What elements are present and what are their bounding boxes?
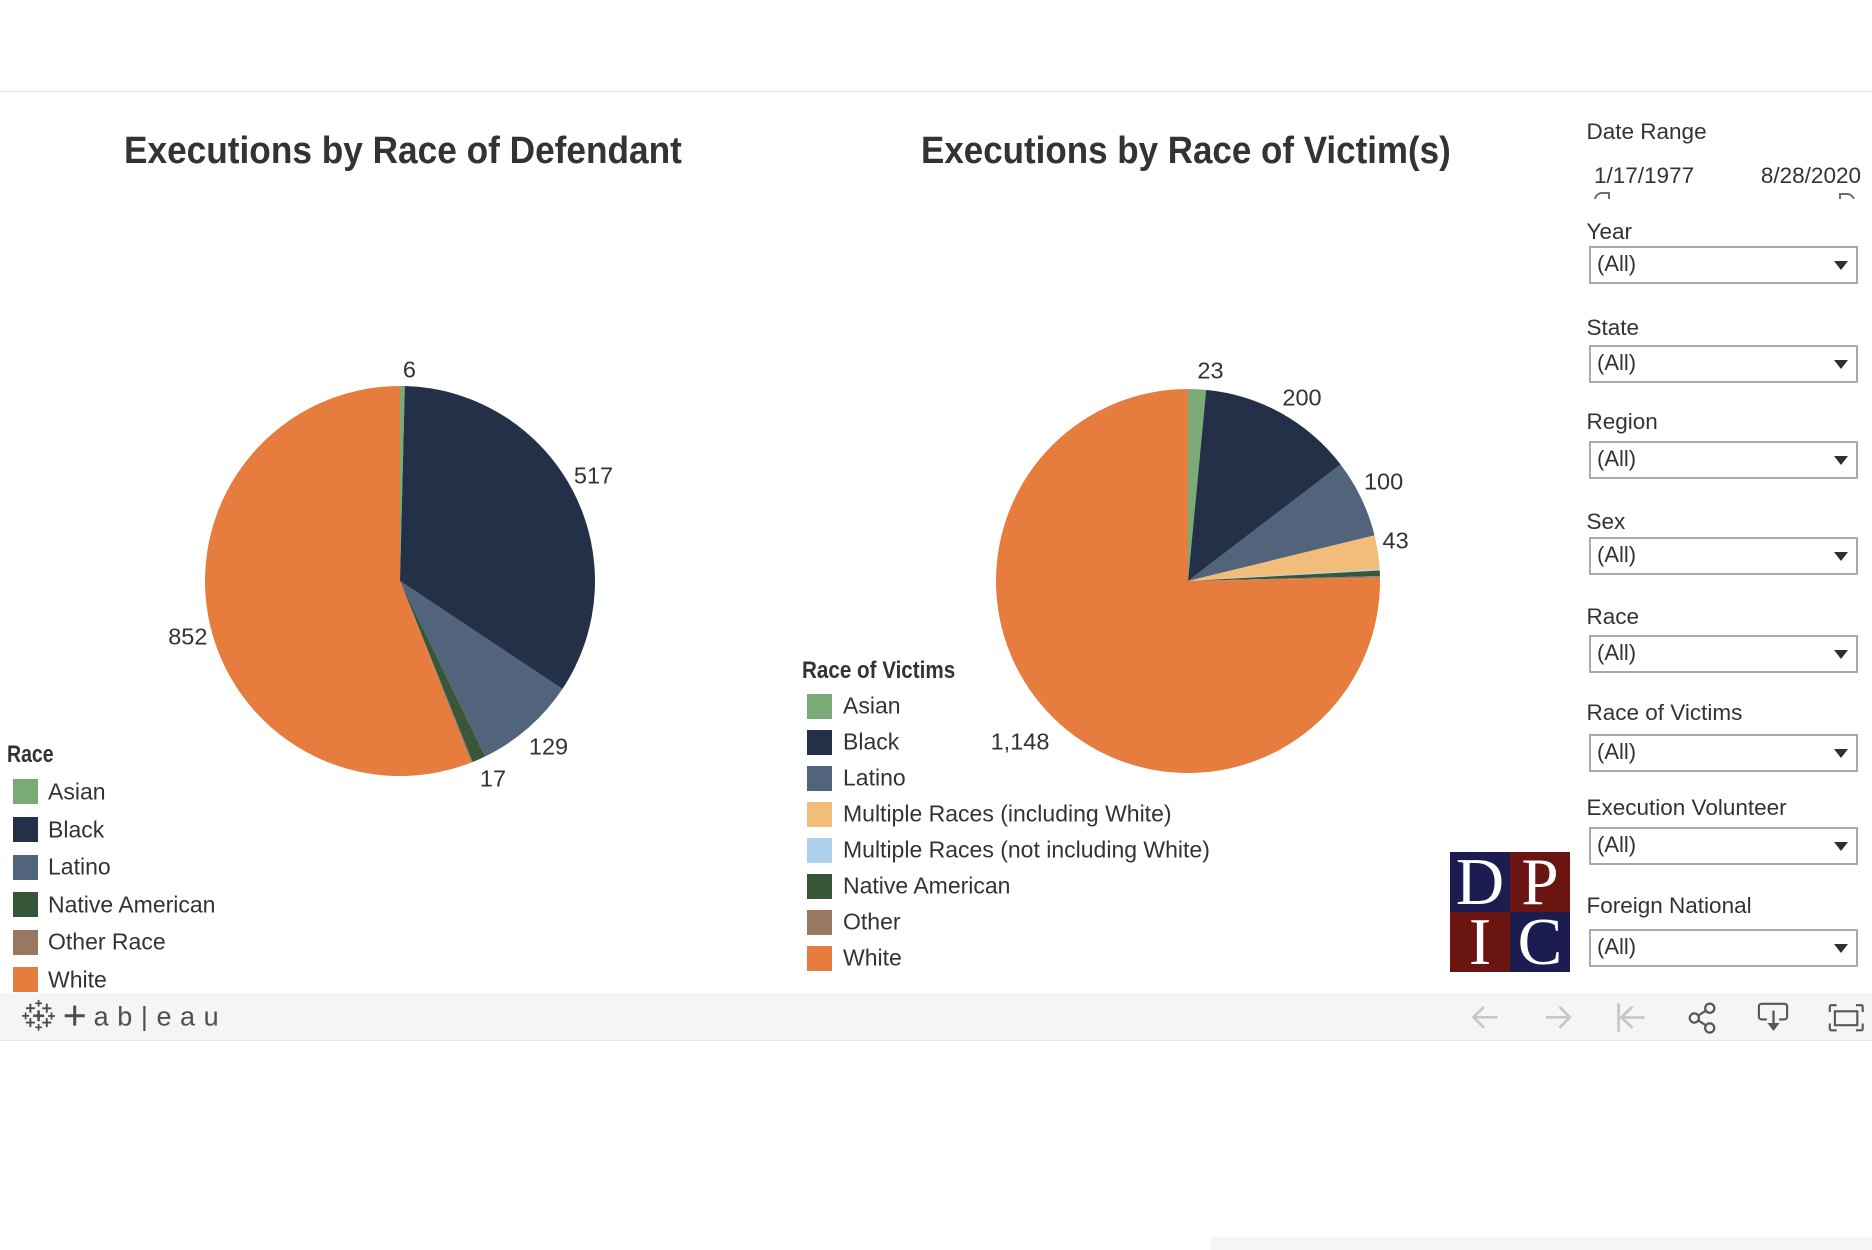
svg-text:ab|eau: ab|eau <box>94 1002 228 1032</box>
